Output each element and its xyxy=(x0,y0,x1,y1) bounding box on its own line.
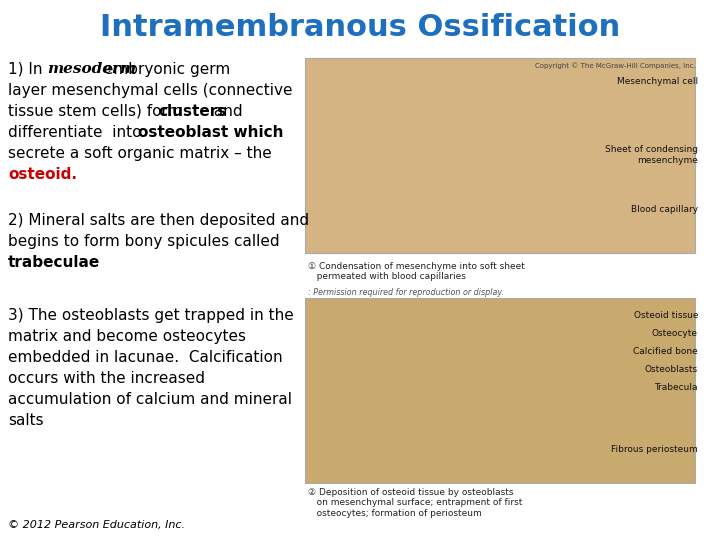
Bar xyxy=(305,58,695,253)
Text: 2) Mineral salts are then deposited and: 2) Mineral salts are then deposited and xyxy=(8,213,309,228)
Text: layer mesenchymal cells (connective: layer mesenchymal cells (connective xyxy=(8,83,292,98)
Text: Copyright © The McGraw-Hill Companies, Inc.: Copyright © The McGraw-Hill Companies, I… xyxy=(535,62,696,69)
Text: secrete a soft organic matrix – the: secrete a soft organic matrix – the xyxy=(8,146,271,161)
Text: 3) The osteoblasts get trapped in the: 3) The osteoblasts get trapped in the xyxy=(8,308,294,323)
Text: ② Deposition of osteoid tissue by osteoblasts
   on mesenchymal surface; entrapm: ② Deposition of osteoid tissue by osteob… xyxy=(308,488,523,518)
Text: Osteocyte: Osteocyte xyxy=(652,329,698,339)
Text: accumulation of calcium and mineral: accumulation of calcium and mineral xyxy=(8,392,292,407)
Text: embryonic germ: embryonic germ xyxy=(99,62,230,77)
Text: tissue stem cells) form: tissue stem cells) form xyxy=(8,104,187,119)
Text: Mesenchymal cell: Mesenchymal cell xyxy=(617,78,698,86)
Text: Osteoblasts: Osteoblasts xyxy=(645,366,698,375)
Text: and: and xyxy=(209,104,243,119)
Text: ① Condensation of mesenchyme into soft sheet
   permeated with blood capillaries: ① Condensation of mesenchyme into soft s… xyxy=(308,262,525,281)
Text: © 2012 Pearson Education, Inc.: © 2012 Pearson Education, Inc. xyxy=(8,520,185,530)
Text: osteoid.: osteoid. xyxy=(8,167,77,182)
Text: 1) In: 1) In xyxy=(8,62,48,77)
Text: matrix and become osteocytes: matrix and become osteocytes xyxy=(8,329,246,343)
Text: Calcified bone: Calcified bone xyxy=(634,348,698,356)
Text: Trabecula: Trabecula xyxy=(654,383,698,393)
Text: osteoblast which: osteoblast which xyxy=(138,125,284,140)
Text: occurs with the increased: occurs with the increased xyxy=(8,370,205,386)
Text: Intramembranous Ossification: Intramembranous Ossification xyxy=(100,14,620,43)
Text: trabeculae: trabeculae xyxy=(8,255,100,270)
Text: Fibrous periosteum: Fibrous periosteum xyxy=(611,446,698,455)
Text: embedded in lacunae.  Calcification: embedded in lacunae. Calcification xyxy=(8,350,283,364)
Text: : Permission required for reproduction or display.: : Permission required for reproduction o… xyxy=(308,288,504,297)
Text: begins to form bony spicules called: begins to form bony spicules called xyxy=(8,234,279,249)
Text: Blood capillary: Blood capillary xyxy=(631,206,698,214)
Text: Sheet of condensing
mesenchyme: Sheet of condensing mesenchyme xyxy=(605,145,698,165)
Text: clusters: clusters xyxy=(158,104,226,119)
Text: salts: salts xyxy=(8,413,44,428)
Text: Osteoid tissue: Osteoid tissue xyxy=(634,312,698,321)
Bar xyxy=(305,298,695,483)
Text: mesoderm: mesoderm xyxy=(47,62,136,76)
Text: differentiate  into: differentiate into xyxy=(8,125,146,140)
